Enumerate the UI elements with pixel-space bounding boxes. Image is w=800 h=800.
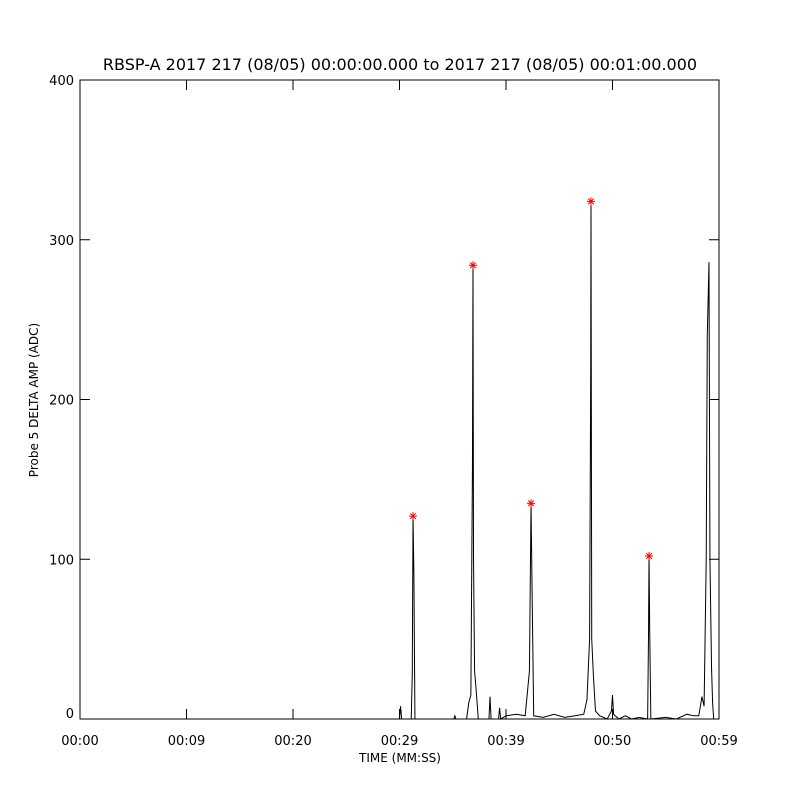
y-tick-label: 0 (66, 707, 74, 722)
data-line (80, 201, 719, 720)
plot-frame (79, 79, 720, 720)
x-tick-label: 00:59 (700, 734, 737, 749)
x-tick-label: 00:50 (594, 734, 631, 749)
y-tick-label: 400 (49, 74, 74, 89)
x-tick-label: 00:09 (168, 734, 205, 749)
chart-title: RBSP-A 2017 217 (08/05) 00:00:00.000 to … (103, 55, 697, 74)
y-tick-label: 300 (49, 234, 74, 249)
x-tick-label: 00:39 (487, 734, 524, 749)
peak-marker (409, 512, 418, 521)
y-tick-label: 200 (49, 394, 74, 409)
x-axis-label: TIME (MM:SS) (358, 751, 441, 765)
y-axis-label: Probe 5 DELTA AMP (ADC) (27, 323, 41, 477)
peak-marker (527, 499, 536, 508)
x-tick-label: 00:20 (274, 734, 311, 749)
peak-marker (586, 197, 595, 206)
y-tick-label: 100 (49, 553, 74, 568)
x-tick-label: 00:00 (61, 734, 98, 749)
peak-marker (468, 261, 477, 270)
x-tick-label: 00:29 (381, 734, 418, 749)
peak-marker (645, 552, 654, 561)
